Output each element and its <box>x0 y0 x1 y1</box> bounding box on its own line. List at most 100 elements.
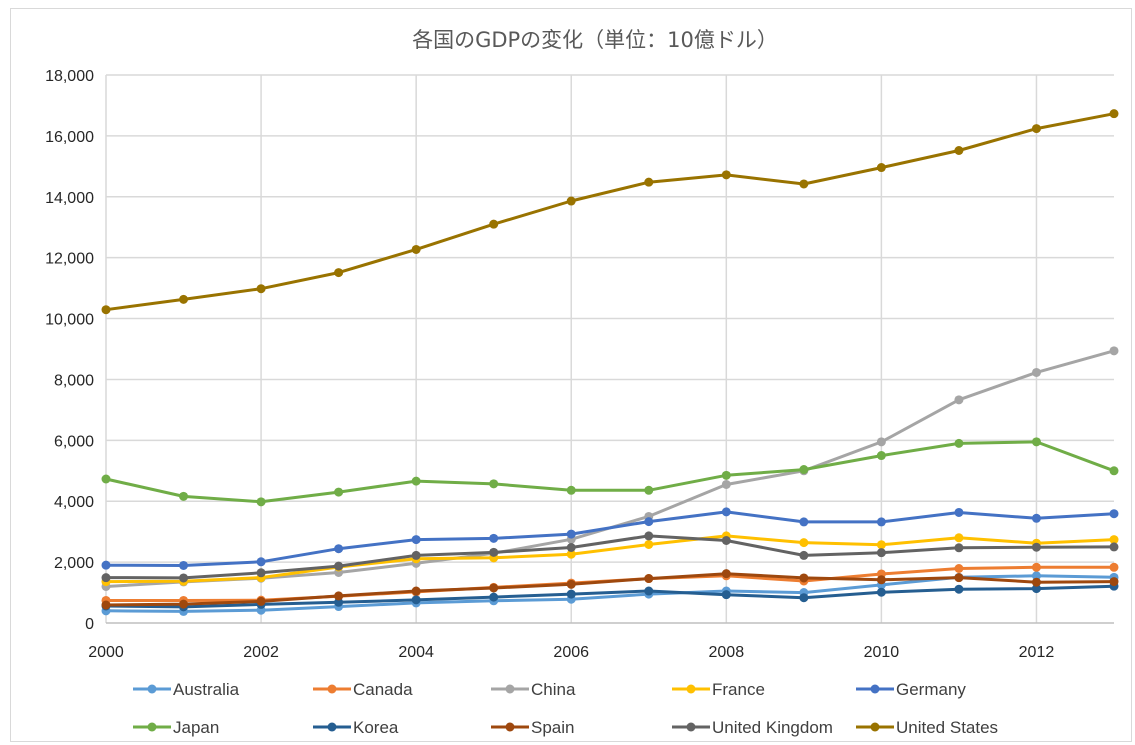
data-point-japan <box>644 485 654 495</box>
legend-marker <box>505 722 515 732</box>
legend-marker <box>327 684 337 694</box>
data-point-japan <box>489 479 499 489</box>
legend-label: Japan <box>173 718 219 737</box>
x-tick-label: 2012 <box>1019 644 1055 661</box>
data-point-spain <box>721 569 731 579</box>
legend-item-spain: Spain <box>491 718 574 737</box>
legend-item-japan: Japan <box>133 718 219 737</box>
data-point-germany <box>256 557 266 567</box>
legend-marker <box>505 684 515 694</box>
series-line-france <box>105 534 1115 584</box>
data-point-france <box>566 549 576 559</box>
x-tick-label: 2008 <box>709 644 745 661</box>
data-point-spain <box>954 573 964 583</box>
data-point-japan <box>179 491 189 501</box>
legend-item-china: China <box>491 680 576 699</box>
data-point-united-kingdom <box>721 535 731 545</box>
legend-item-france: France <box>672 680 765 699</box>
data-point-korea <box>644 586 654 596</box>
legend-item-australia: Australia <box>133 680 240 699</box>
data-point-spain <box>644 574 654 584</box>
data-point-korea <box>334 597 344 607</box>
data-point-canada <box>954 564 964 574</box>
legend-item-germany: Germany <box>856 680 966 699</box>
legend-label: China <box>531 680 576 699</box>
gdp-line-chart: 各国のGDPの変化（単位：10億ドル） 0 2,000 4,000 6,000 8,00… <box>45 28 1119 737</box>
series-japan <box>101 437 1119 507</box>
data-point-germany <box>1031 513 1041 523</box>
data-point-united-kingdom <box>489 547 499 557</box>
data-point-korea <box>489 592 499 602</box>
series-line-japan <box>105 440 1115 504</box>
chart-title: 各国のGDPの変化（単位：10億ドル） <box>412 28 778 52</box>
data-point-spain <box>489 583 499 593</box>
data-point-united-kingdom <box>411 550 421 560</box>
data-point-united-kingdom <box>256 568 266 578</box>
data-point-spain <box>101 600 111 610</box>
data-point-united-kingdom <box>334 561 344 571</box>
data-point-france <box>644 539 654 549</box>
data-point-france <box>954 533 964 543</box>
x-tick-label: 2006 <box>553 644 589 661</box>
data-point-japan <box>799 465 809 475</box>
legend: Australia Canada China France Germany Japan Ko… <box>133 680 998 737</box>
data-point-china <box>954 395 964 405</box>
data-point-canada <box>1031 562 1041 572</box>
data-point-spain <box>411 586 421 596</box>
series-line-united-kingdom <box>105 534 1115 580</box>
legend-marker <box>870 684 880 694</box>
y-tick-label: 14,000 <box>45 190 94 207</box>
data-point-spain <box>334 591 344 601</box>
data-point-korea <box>876 587 886 597</box>
data-point-united-states <box>411 244 421 254</box>
legend-marker <box>147 722 157 732</box>
data-point-canada <box>1109 562 1119 572</box>
legend-label: Canada <box>353 680 413 699</box>
y-tick-label: 2,000 <box>54 555 94 572</box>
legend-item-united-kingdom: United Kingdom <box>672 718 833 737</box>
y-tick-label: 0 <box>85 616 94 633</box>
data-point-china <box>1031 367 1041 377</box>
data-point-germany <box>1109 509 1119 519</box>
legend-marker <box>147 684 157 694</box>
data-point-japan <box>721 470 731 480</box>
data-point-united-kingdom <box>101 573 111 583</box>
data-point-korea <box>799 593 809 603</box>
series-line-china <box>105 349 1115 588</box>
axis-layer: 0 2,000 4,000 6,000 8,000 10,000 12,000 14,000 1… <box>45 68 1114 661</box>
data-point-united-states <box>876 163 886 173</box>
data-point-australia <box>1031 571 1041 581</box>
data-point-spain <box>256 596 266 606</box>
data-point-germany <box>334 544 344 554</box>
series-line-spain <box>105 572 1115 607</box>
legend-marker <box>686 722 696 732</box>
data-point-japan <box>411 476 421 486</box>
y-tick-label: 6,000 <box>54 433 94 450</box>
legend-label: Spain <box>531 718 574 737</box>
data-point-china <box>1109 346 1119 356</box>
legend-label: Australia <box>173 680 240 699</box>
data-point-germany <box>644 517 654 527</box>
data-point-united-states <box>799 179 809 189</box>
legend-marker <box>686 684 696 694</box>
data-point-japan <box>954 438 964 448</box>
data-point-spain <box>1109 577 1119 587</box>
data-point-japan <box>101 474 111 484</box>
legend-item-canada: Canada <box>313 680 413 699</box>
data-point-korea <box>1031 584 1041 594</box>
series-line-korea <box>105 584 1115 609</box>
data-point-korea <box>954 584 964 594</box>
data-point-united-kingdom <box>1109 542 1119 552</box>
data-point-united-states <box>1109 109 1119 119</box>
data-point-united-states <box>954 146 964 156</box>
y-tick-label: 4,000 <box>54 494 94 511</box>
data-point-spain <box>1031 577 1041 587</box>
series-united-kingdom <box>101 531 1119 583</box>
legend-item-united-states: United States <box>856 718 998 737</box>
legend-marker <box>870 722 880 732</box>
data-point-germany <box>721 507 731 517</box>
data-point-united-kingdom <box>566 542 576 552</box>
chart-frame: 各国のGDPの変化（単位：10億ドル） 0 2,000 4,000 6,000 8,00… <box>10 8 1132 742</box>
data-point-china <box>876 437 886 447</box>
series-germany <box>101 507 1119 570</box>
